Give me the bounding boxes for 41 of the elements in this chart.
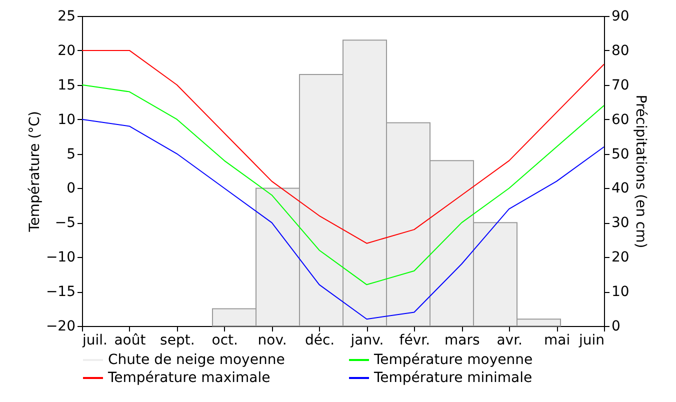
line-series [82,84,604,286]
x-tick-label: août [114,332,146,348]
x-tick-label: sept. [160,332,195,348]
y-tick-label: 15 [58,77,76,94]
y2-tick-label: 70 [612,77,630,94]
y2-tick-label: 10 [612,284,630,300]
y-tick-label: −15 [46,284,76,300]
legend-label: Chute de neige moyenne [108,352,285,368]
y2-tick-label: 90 [612,8,630,24]
line-series [82,50,604,244]
y-tick-label: −10 [46,250,76,266]
x-tick-label: janv. [350,332,384,348]
y-tick-label: 25 [58,8,76,24]
x-tick-label: mai [544,332,570,348]
y2-tick-label: 80 [612,42,630,59]
x-tick-label: mars [444,332,480,348]
y-tick-label: 5 [66,146,76,162]
x-tick-label: déc. [304,332,335,348]
x-tick-label: juil. [82,332,108,348]
y2-tick-label: 0 [612,318,620,334]
y-tick-label: 0 [66,180,76,197]
y2-tick-label: 40 [612,180,630,197]
x-tick-label: nov. [258,332,287,348]
x-tick-label: juin [578,332,604,348]
y-tick-label: −20 [46,318,76,334]
legend-label: Température maximale [107,370,270,386]
y-axis-title: Température (°C) [26,111,43,233]
y-tick-label: 20 [58,42,76,59]
x-tick-label: févr. [399,332,430,348]
y2-axis-title: Précipitations (en cm) [632,94,648,248]
y2-tick-label: 30 [612,215,630,232]
y2-tick-label: 20 [612,250,630,266]
y2-tick-label: 50 [612,146,630,162]
x-tick-label: oct. [212,332,238,348]
x-tick-label: avr. [496,332,522,348]
y2-tick-label: 60 [612,112,630,128]
legend-label: Température moyenne [373,352,533,368]
legend-label: Température minimale [373,370,532,386]
y-tick-label: −5 [54,215,76,232]
y-tick-label: 10 [58,112,76,128]
line-series [82,118,604,320]
